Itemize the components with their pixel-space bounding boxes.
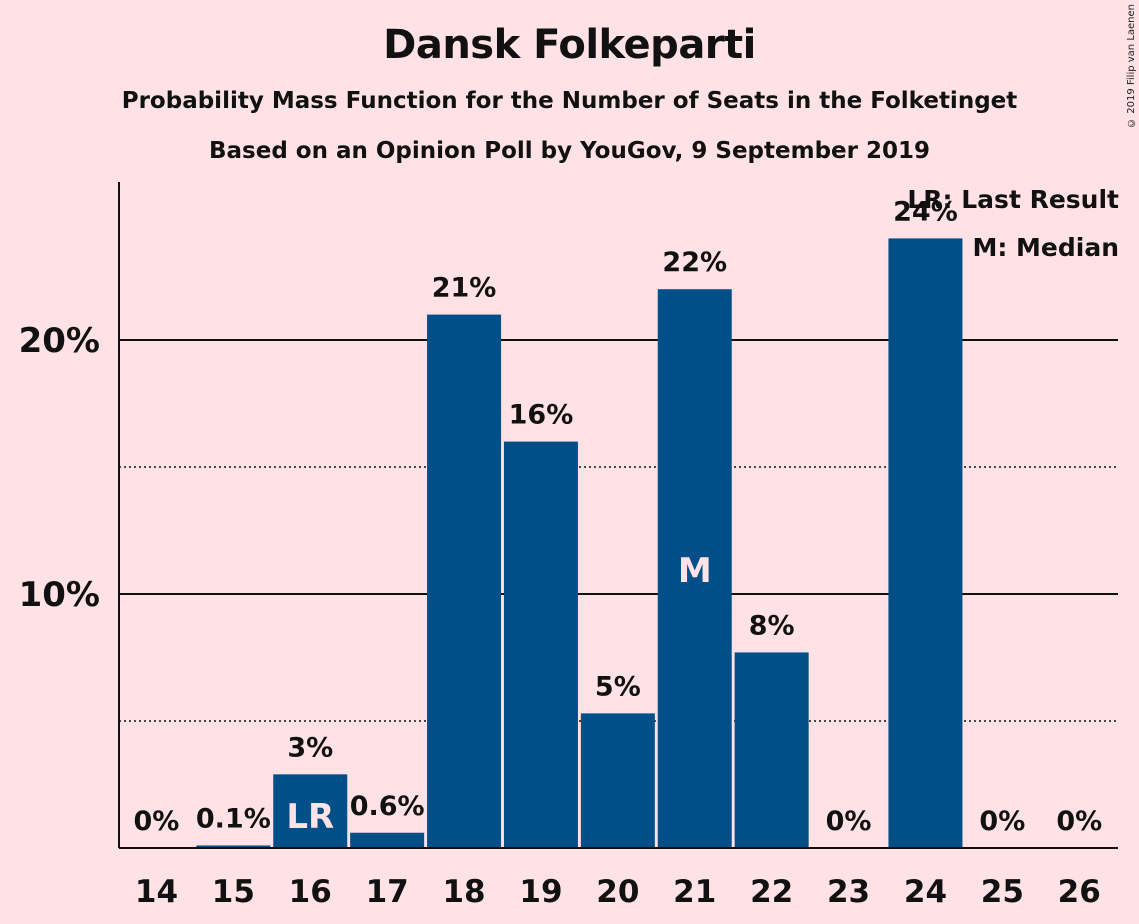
value-label: 5% [595,671,641,702]
y-tick-label: 10% [19,575,100,615]
bar [580,713,655,848]
x-tick-label: 20 [596,874,639,910]
y-tick-label: 20% [19,321,100,361]
x-tick-label: 15 [212,874,255,910]
value-label: 24% [893,196,958,227]
legend-last-result: LR: Last Result [907,185,1119,214]
chart-title: Dansk Folkeparti [383,22,756,68]
bar [196,845,271,848]
value-label: 0% [826,806,872,837]
x-tick-label: 23 [827,874,870,910]
x-tick-label: 17 [366,874,409,910]
x-tick-label: 26 [1058,874,1101,910]
bar [350,832,425,848]
bar-inner-label: LR [286,797,334,837]
x-tick-label: 16 [289,874,332,910]
chart-source: Based on an Opinion Poll by YouGov, 9 Se… [208,138,931,164]
value-label: 22% [662,247,727,278]
bar [888,238,963,848]
x-tick-label: 14 [135,874,178,910]
bar-inner-label: M [678,551,712,591]
chart-subtitle: Probability Mass Function for the Number… [121,88,1018,114]
x-tick-label: 19 [519,874,562,910]
bar [427,314,502,849]
bar [657,289,732,848]
value-label: 0.6% [350,791,425,822]
bar [273,774,348,848]
x-tick-label: 25 [981,874,1024,910]
x-tick-label: 22 [750,874,793,910]
value-label: 0% [1056,806,1102,837]
value-label: 16% [509,400,574,431]
legend-median: M: Median [972,233,1119,262]
value-label: 0% [134,806,180,837]
value-label: 21% [432,273,497,304]
value-label: 0.1% [196,803,271,834]
x-tick-label: 21 [673,874,716,910]
bar [734,652,809,848]
x-tick-label: 24 [904,874,947,910]
bar [503,441,578,848]
value-label: 8% [749,610,795,641]
value-label: 3% [287,732,333,763]
value-label: 0% [979,806,1025,837]
x-tick-label: 18 [442,874,485,910]
